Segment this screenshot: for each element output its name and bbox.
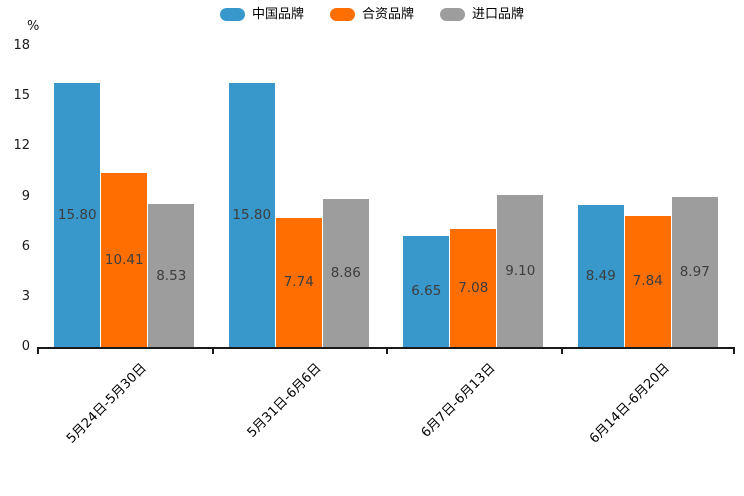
- bar-合资品牌-2: 7.08: [450, 228, 497, 347]
- bar-group-2: 6.65 7.08 9.10: [386, 46, 561, 347]
- legend-label: 进口品牌: [472, 7, 525, 22]
- legend-swatch-icon: [219, 8, 245, 21]
- bar-group-0: 15.80 10.41 8.53: [37, 46, 212, 347]
- bar-value-label: 7.84: [632, 273, 663, 290]
- bar-value-label: 8.97: [679, 264, 710, 280]
- bar-进口品牌-2: 9.10: [497, 194, 544, 347]
- x-category-label: 5月24日-5月30日: [63, 360, 150, 447]
- bar-中国品牌-1: 15.80: [228, 82, 275, 347]
- legend: 中国品牌 合资品牌 进口品牌: [0, 8, 744, 21]
- bar-进口品牌-3: 8.97: [671, 197, 718, 347]
- bar-value-label: 8.49: [585, 268, 616, 285]
- bar-group-3: 8.49 7.84 8.97: [561, 46, 736, 347]
- bar-value-label: 8.53: [156, 267, 187, 284]
- bar-value-label: 6.65: [411, 283, 442, 300]
- bar-中国品牌-3: 8.49: [577, 205, 624, 347]
- y-axis-unit-label: %: [27, 19, 40, 34]
- plot-area: 0 3 6 9 12 15 18 15.80 10.41 8.53 5月24日-5月30日 15.80…: [13, 38, 736, 447]
- y-tick-label: 6: [21, 238, 30, 254]
- x-category-label: 6月14日-6月20日: [587, 360, 674, 447]
- y-tick-label: 12: [13, 138, 30, 154]
- bar-group-1: 15.80 7.74 8.86: [212, 46, 387, 347]
- bar-合资品牌-0: 10.41: [101, 172, 148, 347]
- legend-item-0: 中国品牌: [219, 7, 304, 22]
- bar-中国品牌-2: 6.65: [403, 235, 450, 347]
- bar-value-label: 7.08: [458, 279, 489, 296]
- x-axis-tick: [733, 347, 735, 354]
- bar-中国品牌-0: 15.80: [54, 82, 101, 347]
- bar-合资品牌-1: 7.74: [275, 217, 322, 347]
- bar-value-label: 10.41: [104, 251, 144, 268]
- bar-value-label: 15.80: [232, 206, 272, 223]
- x-category-label: 6月7日-6月13日: [418, 360, 499, 441]
- x-axis-tick: [37, 347, 39, 354]
- legend-swatch-icon: [329, 8, 355, 21]
- bar-value-label: 15.80: [57, 206, 97, 223]
- bar-value-label: 8.86: [330, 264, 361, 281]
- legend-swatch-icon: [440, 8, 465, 21]
- legend-label: 中国品牌: [251, 7, 304, 22]
- bar-合资品牌-3: 7.84: [624, 215, 671, 347]
- legend-item-2: 进口品牌: [440, 8, 524, 21]
- y-tick-label: 3: [21, 288, 30, 304]
- x-axis-tick: [560, 347, 563, 354]
- bar-value-label: 7.74: [283, 274, 314, 291]
- y-tick-label: 15: [13, 88, 30, 104]
- bar-进口品牌-0: 8.53: [148, 204, 195, 347]
- y-tick-label: 0: [21, 339, 30, 354]
- x-category-label: 5月31日-6月6日: [244, 360, 325, 441]
- x-axis-tick: [386, 347, 388, 354]
- y-tick-label: 9: [21, 188, 30, 204]
- legend-item-1: 合资品牌: [329, 7, 414, 22]
- bar-value-label: 9.10: [505, 262, 536, 279]
- y-tick-label: 18: [13, 38, 30, 53]
- bar-进口品牌-1: 8.86: [322, 198, 369, 347]
- x-axis-tick: [211, 347, 214, 354]
- legend-label: 合资品牌: [361, 7, 414, 22]
